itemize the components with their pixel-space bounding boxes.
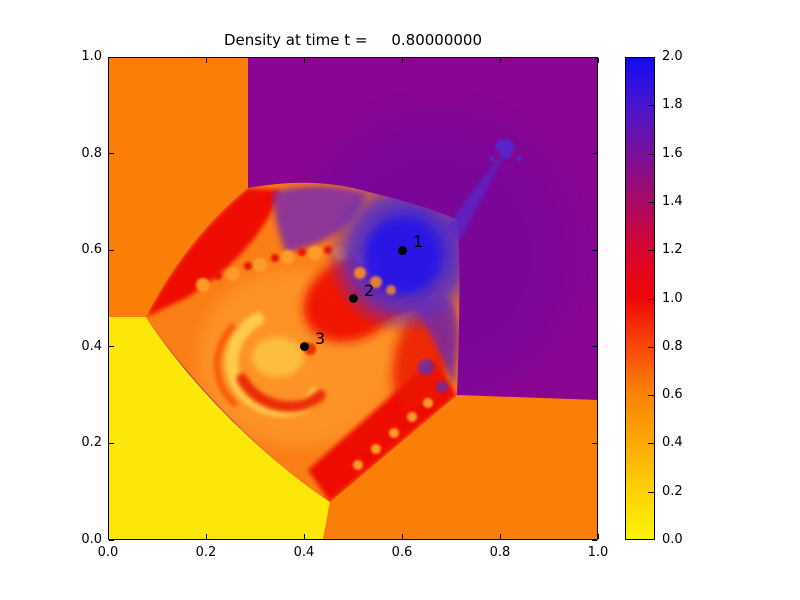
x-tick: [107, 534, 109, 539]
colorbar-tick-label: 0.4: [662, 435, 683, 451]
x-tick: [597, 534, 599, 539]
x-tick: [499, 534, 501, 539]
colorbar-tick-label: 0.8: [662, 338, 683, 354]
jet-spike: [446, 139, 522, 240]
x-tick-label: 0.6: [391, 545, 413, 560]
x-tick-label: 1.0: [587, 545, 609, 560]
y-tick-right: [592, 56, 597, 58]
colorbar: [625, 57, 655, 540]
region-top-left-orange: [108, 57, 248, 317]
y-tick-label: 0.0: [81, 532, 102, 547]
x-tick-label: 0.0: [97, 545, 119, 560]
x-tick-top: [303, 58, 305, 63]
x-tick-top: [401, 58, 403, 63]
colorbar-tick-label: 1.8: [662, 97, 683, 113]
y-tick-right: [592, 249, 597, 251]
colorbar-tick-label: 2.0: [662, 49, 683, 64]
colorbar-tick-label: 0.6: [662, 387, 683, 403]
colorbar-tick: [648, 105, 654, 107]
x-tick-top: [107, 58, 109, 63]
x-tick: [205, 534, 207, 539]
x-tick-top: [499, 58, 501, 63]
colorbar-tick: [648, 201, 654, 203]
y-tick: [109, 153, 114, 155]
y-tick: [109, 346, 114, 348]
annotation-dot-3: [299, 342, 309, 352]
heatmap-canvas: [108, 57, 598, 540]
x-tick-label: 0.4: [293, 545, 315, 560]
y-tick-label: 0.2: [81, 435, 102, 451]
colorbar-tick: [648, 346, 654, 348]
y-tick-label: 1.0: [81, 49, 102, 64]
x-tick-label: 0.2: [195, 545, 217, 560]
colorbar-tick-label: 0.0: [662, 532, 683, 547]
annotation-label-3: 3: [315, 328, 326, 348]
colorbar-tick: [648, 491, 654, 493]
y-tick-label: 0.4: [81, 338, 102, 354]
colorbar-tick: [648, 250, 654, 252]
annotation-dot-1: [397, 245, 407, 255]
plot-area: 1 2 3: [107, 56, 599, 541]
y-tick-right: [592, 153, 597, 155]
region-bottom-right-orange: [323, 395, 598, 540]
y-tick-right: [592, 442, 597, 444]
y-tick: [109, 442, 114, 444]
annotation-label-2: 2: [364, 280, 375, 300]
colorbar-tick-label: 0.2: [662, 483, 683, 499]
colorbar-tick-label: 1.4: [662, 193, 683, 209]
annotation-dot-2: [348, 294, 358, 303]
colorbar-tick-label: 1.0: [662, 290, 683, 306]
y-tick-label: 0.6: [81, 242, 102, 258]
x-tick: [401, 534, 403, 539]
y-tick-right: [592, 539, 597, 541]
y-tick: [109, 249, 114, 251]
x-tick: [303, 534, 305, 539]
x-tick-top: [205, 58, 207, 63]
axes-frame: [108, 57, 598, 540]
plot-title: Density at time t = 0.80000000: [223, 31, 482, 49]
colorbar-tick: [648, 395, 654, 397]
colorbar-tick: [648, 298, 654, 300]
colorbar-tick: [648, 153, 654, 155]
y-tick: [109, 56, 114, 58]
colorbar-tick-label: 1.2: [662, 242, 683, 258]
colorbar-tick-label: 1.6: [662, 145, 683, 161]
y-tick-right: [592, 346, 597, 348]
y-tick-label: 0.8: [81, 145, 102, 161]
x-tick-top: [597, 58, 599, 63]
colorbar-tick: [648, 443, 654, 445]
region-bottom-left-yellow: [108, 317, 330, 540]
annotation-label-1: 1: [413, 232, 424, 252]
x-tick-label: 0.8: [489, 545, 511, 560]
y-tick: [109, 539, 114, 541]
